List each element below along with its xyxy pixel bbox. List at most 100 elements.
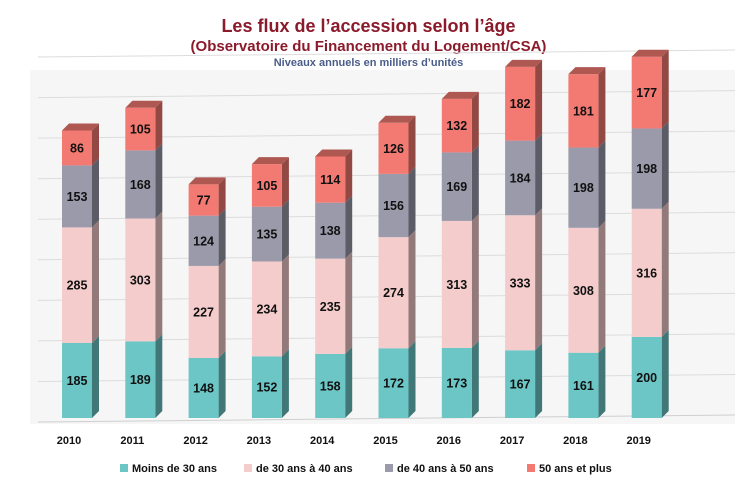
bar-segment <box>505 66 536 141</box>
bar-segment <box>441 98 472 153</box>
bar-side <box>598 220 606 353</box>
bar-side <box>92 220 99 343</box>
value-label: 167 <box>510 378 531 392</box>
value-label: 126 <box>383 142 404 156</box>
bar-segment <box>125 341 156 418</box>
bar-side <box>92 123 99 166</box>
value-label: 189 <box>130 373 151 387</box>
bars <box>62 49 669 418</box>
value-label: 234 <box>256 302 277 316</box>
value-label: 114 <box>320 173 340 187</box>
value-label: 198 <box>573 181 594 195</box>
bar-segment <box>251 356 282 418</box>
value-label: 308 <box>573 284 594 298</box>
bar-segment <box>315 258 346 354</box>
bar-segment <box>631 336 662 418</box>
bar-side <box>661 121 669 209</box>
bar-segment <box>441 152 472 221</box>
value-label: 200 <box>636 371 657 385</box>
x-tick-label: 2014 <box>310 435 335 447</box>
value-label: 156 <box>383 199 404 213</box>
bar-segment <box>441 220 472 348</box>
bar-segment <box>631 128 662 209</box>
value-label: 182 <box>510 97 531 111</box>
value-label: 173 <box>446 376 467 390</box>
value-label: 86 <box>70 141 84 155</box>
bar-side <box>408 341 416 418</box>
bar-segment <box>378 122 409 174</box>
bar-side <box>598 140 606 228</box>
bar-segment <box>188 265 219 358</box>
value-label: 285 <box>67 279 88 293</box>
value-label: 105 <box>130 123 151 137</box>
bar-side <box>471 213 479 348</box>
bar-segment <box>378 237 409 349</box>
bar-side <box>218 350 226 418</box>
value-label: 198 <box>636 162 657 176</box>
value-label: 181 <box>573 104 594 118</box>
gridline <box>37 90 736 99</box>
legend-label: de 30 ans à 40 ans <box>256 463 353 475</box>
value-label: 77 <box>197 194 211 208</box>
gridline <box>37 49 736 58</box>
bar-top <box>568 67 606 75</box>
bar-top <box>315 149 353 157</box>
bar-side <box>661 329 669 418</box>
value-label: 303 <box>130 273 151 287</box>
value-label: 172 <box>383 377 404 391</box>
bar-segment <box>125 150 156 219</box>
bar-segment <box>315 353 346 418</box>
value-label: 138 <box>320 224 341 238</box>
bar-side <box>535 59 543 141</box>
bar-top <box>631 49 669 57</box>
x-tick-label: 2017 <box>500 435 524 447</box>
bar-segment <box>125 107 156 151</box>
value-label: 185 <box>67 374 88 388</box>
legend-swatch <box>385 464 393 472</box>
bar-segment <box>62 165 92 228</box>
bar-top <box>378 115 416 123</box>
bar-side <box>218 258 226 358</box>
legend-label: Moins de 30 ans <box>132 463 217 475</box>
value-label: 132 <box>446 119 467 133</box>
bar-side <box>92 335 99 418</box>
x-tick-label: 2015 <box>373 435 397 447</box>
bar-side <box>345 346 353 418</box>
bar-side <box>155 100 163 151</box>
bar-side <box>345 149 353 203</box>
legend-swatch <box>527 464 535 472</box>
bar-segment <box>631 208 662 337</box>
bar-side <box>218 177 226 216</box>
bar-side <box>155 211 163 342</box>
bar-side <box>661 201 669 337</box>
chart-subtitle: (Observatoire du Financement du Logement… <box>190 38 547 55</box>
value-label: 316 <box>636 266 657 280</box>
bar-segment <box>631 56 662 129</box>
bar-side <box>281 254 289 357</box>
bar-segment <box>62 227 92 343</box>
value-label: 161 <box>573 379 594 393</box>
bar-side <box>92 158 99 228</box>
chart-title: Les flux de l’accession selon l’âge <box>221 16 516 36</box>
value-label: 169 <box>446 180 467 194</box>
legend-swatch <box>120 464 128 472</box>
bar-top <box>188 177 226 185</box>
bar-side <box>598 345 606 418</box>
bar-top <box>441 91 479 99</box>
bar-segment <box>505 140 536 216</box>
bar-side <box>408 230 416 349</box>
value-label: 177 <box>636 86 657 100</box>
x-tick-label: 2010 <box>57 435 81 447</box>
bar-segment <box>568 74 599 148</box>
value-label: 184 <box>510 171 531 185</box>
bar-segment <box>378 348 409 418</box>
bar-segment <box>188 184 219 216</box>
bar-segment <box>568 147 599 228</box>
legend-label: 50 ans et plus <box>539 463 612 475</box>
bar-segment <box>188 215 219 266</box>
bar-segment <box>62 130 92 166</box>
value-labels: 185 285 153 86 189 303 168 105 148 227 124 77 152 234… <box>67 86 658 395</box>
bar-segment <box>568 227 599 353</box>
bar-side <box>535 133 543 216</box>
